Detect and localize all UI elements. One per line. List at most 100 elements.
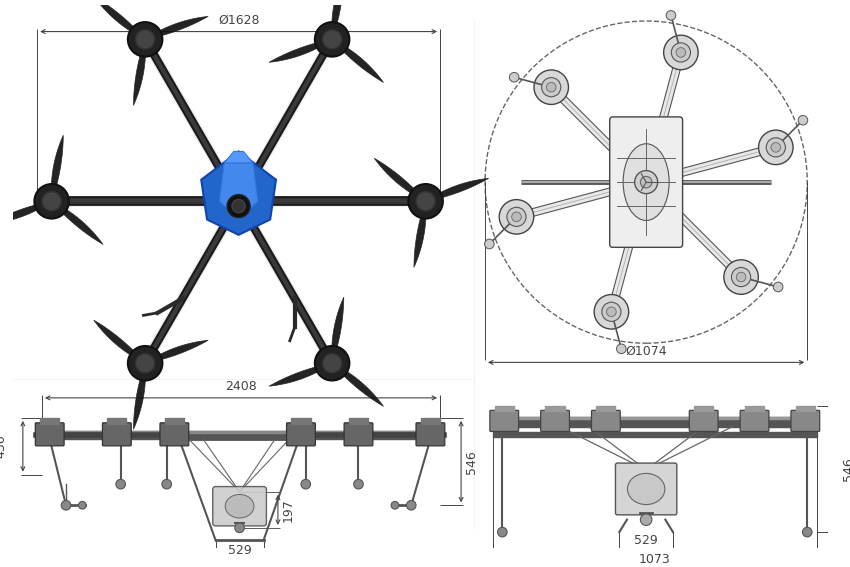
Polygon shape (94, 320, 138, 358)
Circle shape (774, 282, 783, 292)
FancyBboxPatch shape (740, 411, 769, 431)
Circle shape (635, 171, 658, 193)
Circle shape (128, 346, 162, 380)
Text: Ø1628: Ø1628 (218, 14, 259, 27)
Circle shape (408, 184, 443, 218)
Circle shape (227, 194, 250, 218)
Text: 529: 529 (228, 544, 252, 557)
Circle shape (128, 22, 162, 57)
FancyBboxPatch shape (791, 411, 819, 431)
FancyBboxPatch shape (490, 411, 518, 431)
Polygon shape (155, 340, 208, 361)
FancyBboxPatch shape (286, 423, 315, 446)
Circle shape (640, 176, 652, 188)
Polygon shape (340, 369, 383, 407)
Circle shape (135, 354, 155, 373)
Circle shape (509, 73, 519, 82)
Circle shape (235, 523, 244, 532)
FancyBboxPatch shape (36, 423, 64, 446)
Circle shape (406, 501, 416, 510)
Circle shape (42, 192, 61, 211)
Circle shape (640, 514, 652, 526)
Text: 529: 529 (634, 534, 658, 547)
Circle shape (162, 479, 172, 489)
Circle shape (547, 82, 556, 92)
Circle shape (736, 272, 745, 282)
Circle shape (507, 208, 526, 226)
FancyBboxPatch shape (344, 423, 373, 446)
Circle shape (354, 479, 363, 489)
Text: 197: 197 (281, 498, 295, 522)
Circle shape (322, 354, 342, 373)
Circle shape (135, 30, 155, 49)
Circle shape (78, 501, 86, 509)
Circle shape (672, 43, 690, 62)
Circle shape (541, 78, 561, 97)
Polygon shape (133, 50, 145, 105)
Circle shape (607, 307, 616, 316)
Polygon shape (201, 151, 276, 235)
Polygon shape (608, 181, 650, 313)
Circle shape (798, 116, 808, 125)
Circle shape (802, 527, 812, 537)
Ellipse shape (627, 473, 665, 505)
Polygon shape (224, 151, 253, 163)
Circle shape (391, 501, 399, 509)
Circle shape (602, 302, 621, 321)
Polygon shape (51, 135, 63, 191)
Text: 546: 546 (465, 450, 478, 473)
Polygon shape (269, 366, 322, 386)
Circle shape (732, 268, 751, 287)
Circle shape (301, 479, 310, 489)
Text: 436: 436 (0, 434, 7, 458)
Polygon shape (643, 179, 744, 280)
Polygon shape (414, 212, 426, 268)
Circle shape (664, 35, 698, 70)
Circle shape (484, 239, 494, 249)
Polygon shape (645, 143, 777, 186)
Ellipse shape (623, 144, 669, 221)
Circle shape (232, 200, 246, 213)
Circle shape (314, 22, 349, 57)
FancyBboxPatch shape (416, 423, 445, 446)
FancyBboxPatch shape (160, 423, 189, 446)
FancyBboxPatch shape (541, 411, 570, 431)
Polygon shape (332, 297, 343, 352)
Circle shape (594, 294, 629, 329)
Circle shape (497, 527, 507, 537)
Text: Ø1074: Ø1074 (626, 345, 667, 358)
Polygon shape (269, 42, 322, 62)
FancyBboxPatch shape (609, 117, 683, 247)
FancyBboxPatch shape (103, 423, 131, 446)
Polygon shape (155, 16, 208, 37)
Circle shape (616, 344, 626, 354)
Circle shape (61, 501, 71, 510)
Ellipse shape (225, 494, 254, 518)
Polygon shape (435, 179, 489, 199)
Polygon shape (340, 45, 383, 83)
FancyBboxPatch shape (689, 411, 718, 431)
Circle shape (499, 200, 534, 234)
Circle shape (416, 192, 435, 211)
Circle shape (534, 70, 569, 104)
FancyBboxPatch shape (615, 463, 677, 515)
Polygon shape (548, 84, 649, 185)
Circle shape (666, 11, 676, 20)
Circle shape (512, 212, 521, 222)
Text: 1073: 1073 (639, 553, 671, 566)
Circle shape (766, 138, 785, 157)
Circle shape (34, 184, 69, 218)
Polygon shape (332, 0, 343, 28)
Polygon shape (374, 158, 418, 196)
Polygon shape (60, 207, 103, 244)
Polygon shape (219, 163, 258, 218)
Circle shape (676, 48, 686, 57)
Polygon shape (643, 52, 684, 183)
Text: 546: 546 (842, 457, 850, 481)
Circle shape (724, 260, 758, 294)
Polygon shape (94, 0, 138, 34)
Polygon shape (133, 374, 145, 429)
Circle shape (314, 346, 349, 380)
Circle shape (771, 142, 780, 152)
FancyBboxPatch shape (592, 411, 620, 431)
